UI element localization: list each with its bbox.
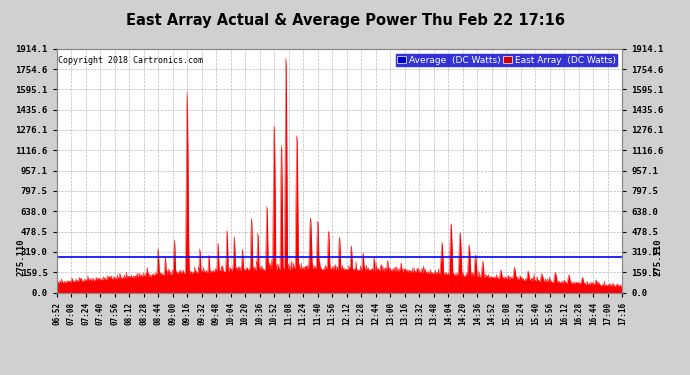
Text: 275.110: 275.110 (17, 238, 26, 276)
Legend: Average  (DC Watts), East Array  (DC Watts): Average (DC Watts), East Array (DC Watts… (395, 53, 618, 67)
Text: 275.110: 275.110 (653, 238, 662, 276)
Text: East Array Actual & Average Power Thu Feb 22 17:16: East Array Actual & Average Power Thu Fe… (126, 13, 564, 28)
Text: Copyright 2018 Cartronics.com: Copyright 2018 Cartronics.com (58, 56, 203, 65)
